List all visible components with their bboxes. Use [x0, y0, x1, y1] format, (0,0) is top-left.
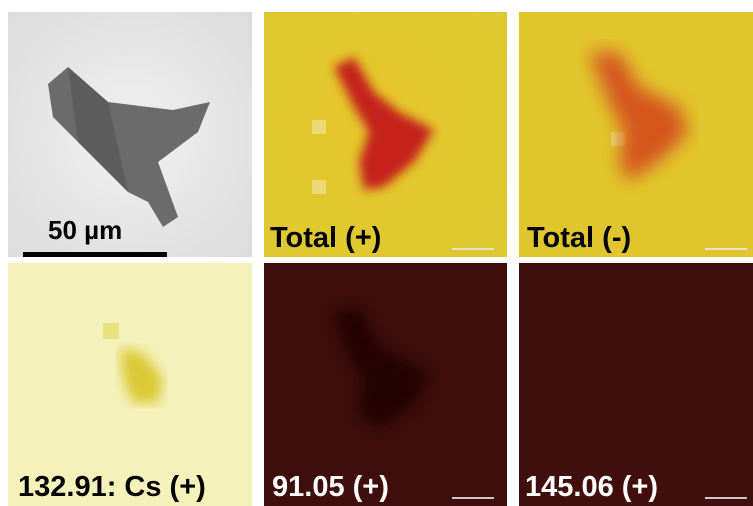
mass-145-label: 145.06 (+) — [525, 471, 659, 503]
scale-bar — [23, 252, 167, 257]
scale-bar — [452, 248, 494, 250]
scale-bar — [705, 248, 747, 250]
sem-particle-image — [8, 12, 252, 257]
cesium-panel: 132.91: Cs (+) — [8, 263, 252, 506]
total-negative-panel: Total (-) — [519, 12, 753, 257]
total-positive-map — [264, 12, 507, 257]
mass-91-map — [264, 263, 507, 506]
mass-91-panel: 91.05 (+) — [264, 263, 507, 506]
total-positive-label: Total (+) — [270, 222, 382, 254]
mass-91-label: 91.05 (+) — [272, 471, 389, 503]
cesium-map — [8, 263, 252, 506]
total-positive-panel: Total (+) — [264, 12, 507, 257]
scale-bar — [452, 497, 494, 499]
sem-image-panel: 50 µm — [8, 12, 252, 257]
scale-bar-label: 50 µm — [48, 215, 123, 245]
mass-145-panel: 145.06 (+) — [519, 263, 753, 506]
total-negative-map — [519, 12, 753, 257]
mass-145-map — [519, 263, 753, 506]
cesium-label: 132.91: Cs (+) — [18, 471, 206, 503]
scale-bar — [705, 497, 747, 499]
total-negative-label: Total (-) — [527, 222, 632, 254]
